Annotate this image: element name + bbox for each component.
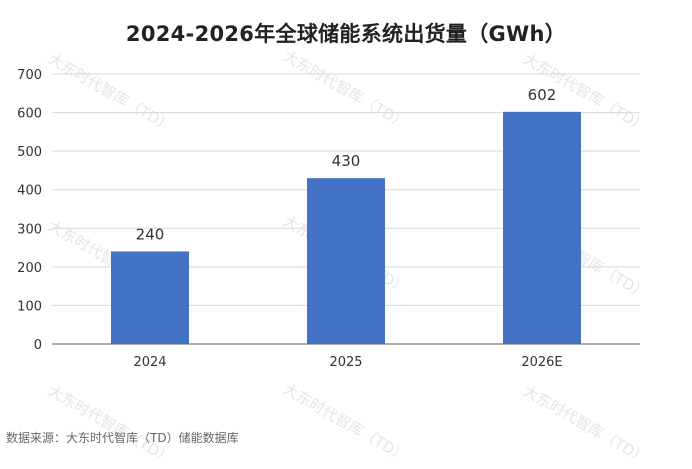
y-tick-label: 200 bbox=[17, 261, 42, 276]
source-note: 数据来源：大东时代智库（TD）储能数据库 bbox=[6, 431, 239, 445]
x-tick-label: 2026E bbox=[521, 355, 562, 370]
data-label: 602 bbox=[528, 86, 557, 104]
bar bbox=[111, 251, 189, 344]
y-tick-label: 100 bbox=[17, 299, 42, 314]
chart-title: 2024-2026年全球储能系统出货量（GWh） bbox=[125, 22, 567, 46]
y-tick-label: 700 bbox=[17, 68, 42, 83]
data-label: 240 bbox=[136, 225, 165, 243]
x-tick-label: 2024 bbox=[133, 355, 166, 370]
y-tick-label: 0 bbox=[34, 338, 42, 353]
y-tick-label: 500 bbox=[17, 145, 42, 160]
bar bbox=[307, 178, 385, 344]
y-tick-label: 300 bbox=[17, 222, 42, 237]
y-tick-label: 600 bbox=[17, 107, 42, 122]
y-tick-label: 400 bbox=[17, 184, 42, 199]
data-label: 430 bbox=[332, 152, 361, 170]
bar bbox=[503, 111, 581, 344]
x-tick-label: 2025 bbox=[329, 355, 362, 370]
